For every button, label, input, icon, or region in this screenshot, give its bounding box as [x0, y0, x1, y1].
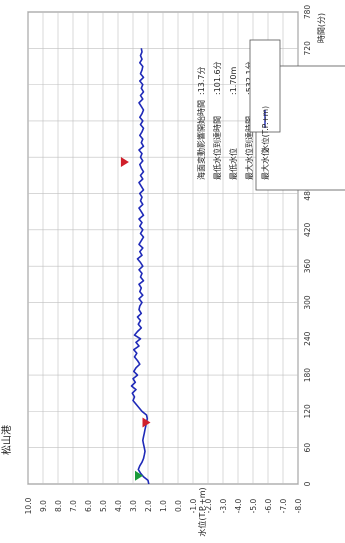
- level-tick-label: -5.0: [249, 498, 258, 513]
- info-label: 最大水位: [260, 148, 270, 180]
- level-tick-label: 3.0: [129, 500, 138, 512]
- level-tick-label: -4.0: [234, 498, 243, 513]
- level-tick-label: -8.0: [294, 498, 303, 513]
- grid-lines: [27, 11, 299, 485]
- legend-frame: [249, 39, 281, 133]
- level-tick-label: 10.0: [24, 497, 33, 514]
- legend-entry: 水位(T.P.+m): [260, 106, 270, 152]
- level-tick-label: 5.0: [99, 500, 108, 512]
- water-level-line: [130, 48, 150, 485]
- info-value: :13.7分: [197, 66, 206, 95]
- level-tick-label: -6.0: [264, 498, 273, 513]
- level-tick-label: 1.0: [159, 500, 168, 512]
- time-tick-label: 240: [303, 331, 312, 346]
- time-tick-label: 0: [303, 481, 312, 486]
- level-tick-label: 7.0: [69, 500, 78, 512]
- level-tick-label: 8.0: [54, 500, 63, 512]
- info-box: 最大水位:3.14m最大水位到達時間:532.1分最低水位:1.70m最低水位到…: [196, 61, 345, 191]
- info-label: 最低水位到達時間: [212, 116, 222, 180]
- level-tick-label: 0.0: [174, 500, 183, 512]
- marker-max: [120, 157, 129, 168]
- info-label: 最大水位到達時間: [244, 116, 254, 180]
- time-tick-label: 120: [303, 404, 312, 419]
- info-label: 最低水位: [228, 148, 238, 180]
- level-tick-label: -1.0: [189, 498, 198, 513]
- time-tick-label: 780: [303, 5, 312, 20]
- marker-min: [142, 417, 151, 428]
- legend: 水位(T.P.+m): [249, 39, 281, 152]
- time-tick-label: 360: [303, 259, 312, 274]
- level-tick-label: 2.0: [144, 500, 153, 512]
- time-tick-label: 720: [303, 41, 312, 56]
- info-value: :532.1分: [245, 61, 254, 95]
- time-tick-label: 420: [303, 222, 312, 237]
- time-tick-label: 480: [303, 186, 312, 201]
- marker-sea-level-change-start: [135, 470, 143, 481]
- x-axis-label: 時間(分): [317, 13, 326, 43]
- level-tick-label: -3.0: [219, 498, 228, 513]
- event-markers: [120, 157, 151, 481]
- y-axis-label: 水位(T.P.+m): [197, 487, 207, 536]
- info-label: 海面変動影響開始時間: [196, 100, 206, 180]
- level-tick-label: -2.0: [204, 498, 213, 513]
- level-tick-label: 9.0: [39, 500, 48, 512]
- chart-title: 松山港: [0, 425, 13, 455]
- info-value: :101.6分: [213, 61, 222, 95]
- level-tick-label: -7.0: [279, 498, 288, 513]
- info-value: :1.70m: [229, 66, 238, 95]
- time-tick-label: 180: [303, 368, 312, 383]
- level-tick-labels: 10.0 9.0 8.0 7.0 6.0 5.0 4.0 3.0 2.0 1.0 0.0 -1.0 -2…: [24, 497, 303, 514]
- time-tick-label: 60: [303, 443, 312, 453]
- level-tick-label: 6.0: [84, 500, 93, 512]
- time-tick-label: 300: [303, 295, 312, 310]
- level-tick-label: 4.0: [114, 500, 123, 512]
- info-box-rows: 最大水位:3.14m最大水位到達時間:532.1分最低水位:1.70m最低水位到…: [196, 61, 270, 180]
